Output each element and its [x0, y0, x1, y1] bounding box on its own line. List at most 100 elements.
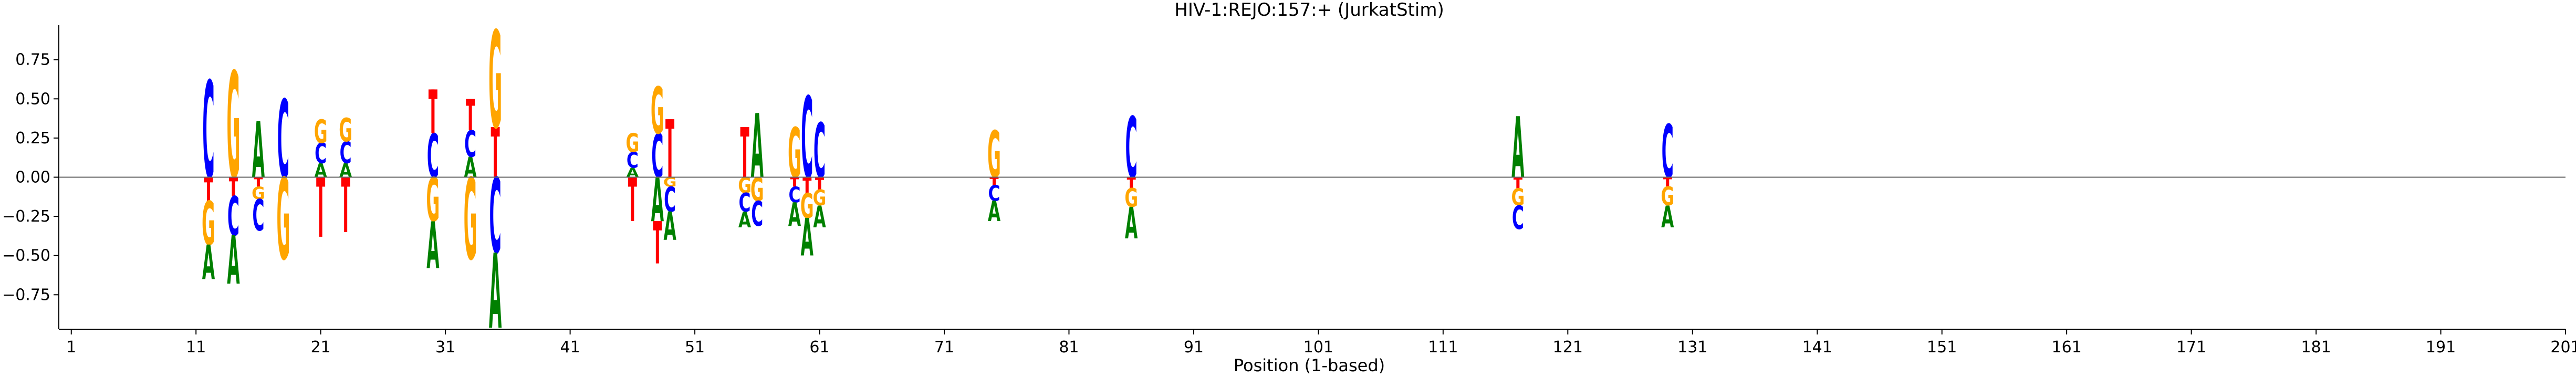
logo-letter-G: G: [339, 112, 352, 149]
svg-text:A: A: [202, 235, 215, 290]
x-axis-title: Position (1-based): [1234, 355, 1385, 375]
svg-text:C: C: [739, 188, 751, 218]
logo-letter-T: [989, 177, 999, 185]
x-tick-label: 131: [1677, 338, 1707, 357]
x-axis: 1 11 21 31 41 51 61 71 81 91 101 111 121 131 141 151 161…: [59, 329, 2576, 357]
y-tick-label: −0.75: [2, 286, 50, 304]
logo-letter-A: A: [202, 235, 215, 290]
svg-text:A: A: [489, 233, 502, 353]
logo-letter-A: A: [1661, 200, 1674, 235]
svg-text:G: G: [202, 188, 215, 259]
svg-text:C: C: [227, 185, 239, 248]
svg-text:G: G: [750, 172, 764, 209]
logo-letter-C: C: [1662, 109, 1674, 195]
logo-letter-G: G: [625, 128, 639, 158]
svg-text:A: A: [663, 205, 676, 250]
svg-text:C: C: [651, 121, 663, 192]
svg-text:G: G: [1124, 183, 1138, 213]
logo-letter-T: [341, 177, 350, 232]
x-tick-label: 61: [809, 338, 829, 357]
svg-text:A: A: [1661, 200, 1674, 235]
svg-text:C: C: [202, 54, 214, 209]
x-tick-label: 161: [2052, 338, 2082, 357]
logo-letter-C: C: [315, 138, 327, 170]
logo-letter-A: A: [426, 209, 439, 284]
logo-letter-A: A: [464, 152, 477, 184]
logo-letter-T: [740, 127, 749, 177]
logo-letter-A: A: [489, 233, 502, 353]
svg-text:A: A: [464, 152, 477, 184]
svg-text:G: G: [1511, 184, 1525, 212]
logo-letter-G: G: [651, 75, 664, 150]
svg-text:A: A: [751, 96, 764, 198]
svg-text:C: C: [277, 78, 289, 203]
svg-text:A: A: [988, 196, 1000, 228]
logo-letter-T: [628, 177, 637, 222]
logo-letter-C: C: [464, 123, 476, 165]
logo-letter-C: C: [751, 194, 763, 235]
logo-letter-A: A: [813, 200, 826, 235]
logo-letter-G: G: [800, 186, 814, 227]
logo-letter-T: [802, 177, 812, 193]
y-tick-label: −0.25: [2, 207, 50, 226]
logo-letter-C: C: [489, 158, 502, 278]
y-tick-label: 0.25: [15, 129, 50, 148]
svg-text:A: A: [801, 208, 814, 268]
svg-text:C: C: [1125, 100, 1138, 197]
logo-letter-A: A: [663, 205, 676, 250]
logo-letter-G: G: [202, 188, 215, 259]
x-tick-label: 41: [560, 338, 580, 357]
logo-letter-C: C: [651, 121, 663, 192]
logo-letter-G: G: [1511, 184, 1525, 212]
x-tick-label: 91: [1184, 338, 1204, 357]
logo-letter-T: [428, 89, 437, 133]
x-tick-label: 191: [2426, 338, 2456, 357]
logo-letter-A: A: [788, 197, 801, 234]
logo-letter-C: C: [739, 188, 751, 218]
x-tick-label: 141: [1802, 338, 1832, 357]
svg-text:A: A: [426, 209, 439, 284]
x-tick-label: 11: [186, 338, 206, 357]
svg-text:G: G: [252, 183, 265, 204]
svg-text:G: G: [813, 185, 827, 211]
svg-text:C: C: [1662, 109, 1674, 195]
svg-text:C: C: [1512, 200, 1524, 237]
svg-text:A: A: [227, 222, 239, 299]
x-tick-label: 181: [2301, 338, 2331, 357]
svg-text:C: C: [988, 181, 1000, 206]
logo-letter-T: [228, 177, 238, 196]
logo-letter-T: [815, 177, 824, 190]
svg-text:C: C: [801, 74, 813, 204]
svg-text:G: G: [488, 3, 502, 159]
svg-text:C: C: [664, 180, 676, 221]
x-tick-label: 71: [934, 338, 954, 357]
logo-letter-C: C: [277, 78, 289, 203]
svg-text:G: G: [339, 112, 352, 149]
svg-text:G: G: [277, 155, 290, 285]
logo-letter-A: A: [988, 196, 1000, 228]
y-tick-label: 0.00: [15, 169, 50, 187]
logo-letter-T: [653, 221, 662, 264]
y-tick-label: 0.75: [15, 51, 50, 69]
svg-text:C: C: [315, 138, 327, 170]
logo-letter-T: [254, 177, 263, 187]
svg-text:C: C: [464, 123, 476, 165]
logo-letter-T: [1513, 177, 1522, 188]
logo-letter-A: A: [1125, 199, 1138, 249]
logo-letter-C: C: [627, 148, 639, 173]
logo-letter-T: [1127, 177, 1136, 188]
svg-text:A: A: [813, 200, 826, 235]
y-axis: −0.75 −0.50 −0.25 0.00 0.25 0.50 0.75: [2, 25, 59, 329]
x-tick-label: 101: [1303, 338, 1333, 357]
svg-text:C: C: [489, 158, 502, 278]
svg-text:G: G: [651, 75, 664, 150]
logo-letter-G: G: [813, 185, 827, 211]
logo-letter-G: G: [277, 155, 290, 285]
logo-letter-T: [204, 177, 213, 201]
y-tick-label: 0.50: [15, 90, 50, 108]
logo-letter-C: C: [202, 54, 214, 209]
logo-letter-C: C: [1125, 100, 1138, 197]
x-tick-label: 81: [1059, 338, 1079, 357]
svg-text:C: C: [427, 121, 439, 192]
